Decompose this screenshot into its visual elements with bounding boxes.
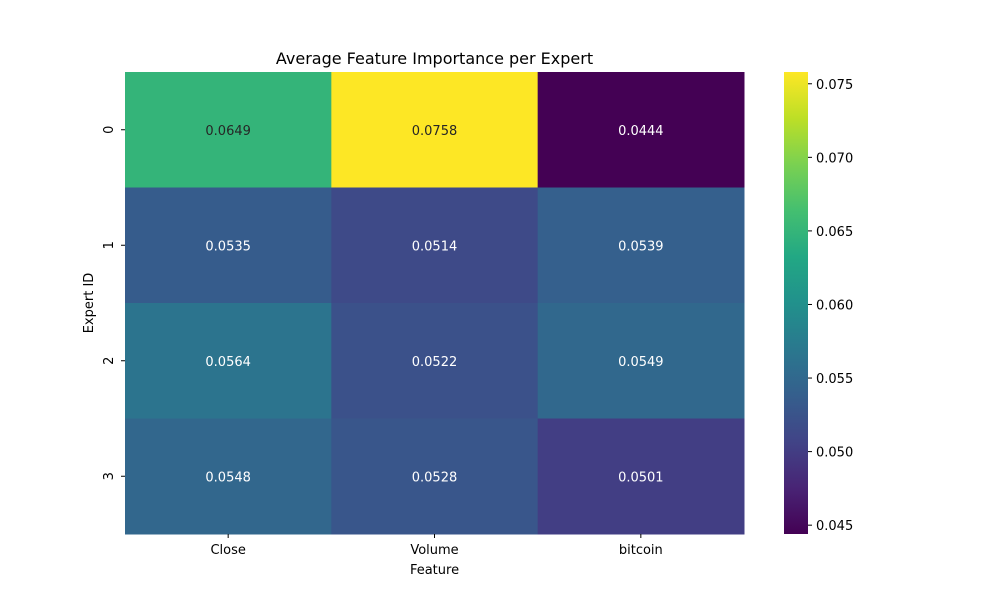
- heatmap-cell: [331, 418, 539, 535]
- colorbar: [784, 72, 808, 534]
- x-axis: Close Volume bitcoin: [210, 534, 663, 558]
- heatmap-cell: [125, 418, 332, 535]
- heatmap-cell-value: 0.0501: [618, 470, 664, 485]
- colorbar-tick-label: 0.070: [816, 151, 853, 166]
- heatmap-cell-value: 0.0514: [412, 239, 458, 254]
- x-axis-label: Feature: [410, 563, 459, 578]
- x-tick-label: Close: [210, 543, 245, 558]
- heatmap-cell-value: 0.0539: [618, 239, 664, 254]
- heatmap-cell: [537, 187, 745, 304]
- heatmap-cell: [331, 187, 539, 304]
- heatmap-cells: [125, 72, 745, 535]
- heatmap-cell-value: 0.0549: [618, 355, 664, 370]
- x-tick-label: Volume: [410, 543, 458, 558]
- heatmap-cell: [537, 303, 745, 419]
- y-axis-label: Expert ID: [82, 273, 97, 334]
- colorbar-tick-label: 0.065: [816, 225, 853, 240]
- heatmap-cell-value: 0.0535: [205, 239, 251, 254]
- y-axis: 0 1 2 3: [102, 126, 125, 480]
- heatmap-cell: [125, 72, 332, 188]
- heatmap-cell: [331, 72, 539, 188]
- x-tick-label: bitcoin: [619, 543, 663, 558]
- y-tick-label: 0: [102, 126, 117, 134]
- heatmap-cell: [537, 72, 745, 188]
- heatmap-cell: [537, 418, 745, 535]
- colorbar-tick-label: 0.075: [816, 78, 853, 93]
- heatmap-cell-value: 0.0649: [205, 124, 251, 139]
- colorbar-tick-label: 0.060: [816, 298, 853, 313]
- y-tick-label: 1: [102, 241, 117, 249]
- heatmap-cell-value: 0.0528: [412, 470, 458, 485]
- heatmap-cell-value: 0.0444: [618, 124, 664, 139]
- y-tick-label: 3: [102, 472, 117, 480]
- chart-title: Average Feature Importance per Expert: [276, 49, 593, 68]
- colorbar-tick-label: 0.050: [816, 446, 853, 461]
- heatmap-cell: [125, 187, 332, 304]
- colorbar-tick-label: 0.055: [816, 372, 853, 387]
- heatmap-cell: [331, 303, 539, 419]
- heatmap-cell: [125, 303, 332, 419]
- colorbar-tick-label: 0.045: [816, 519, 853, 534]
- colorbar-axis: 0.045 0.050 0.055 0.060 0.065 0.070 0.075: [808, 78, 853, 534]
- heatmap-cell-labels: 0.0649 0.0758 0.0444 0.0535 0.0514 0.0539 0.05…: [205, 124, 663, 486]
- heatmap-cell-value: 0.0758: [412, 124, 458, 139]
- y-tick-label: 2: [102, 357, 117, 365]
- heatmap-cell-value: 0.0564: [205, 355, 251, 370]
- heatmap-cell-value: 0.0548: [205, 470, 251, 485]
- heatmap-cell-value: 0.0522: [412, 355, 458, 370]
